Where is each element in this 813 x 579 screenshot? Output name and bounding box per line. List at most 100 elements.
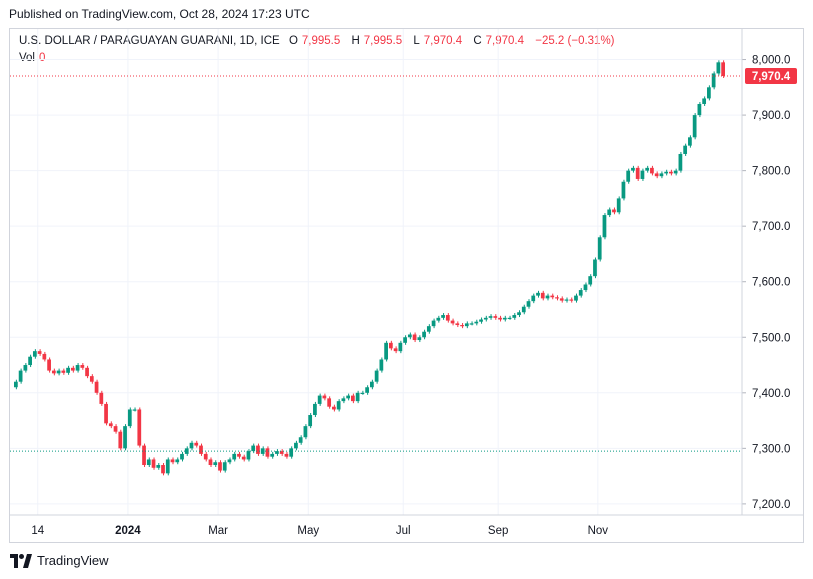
candle [218,462,222,471]
candle [631,167,635,171]
candle [303,426,308,438]
price-tick-label: 7,800.0 [752,166,790,178]
candle [612,209,616,213]
candle [597,237,602,260]
candle [607,209,612,216]
candle [161,465,165,474]
candle [241,456,246,460]
time-tick-label: 2024 [115,525,141,537]
time-tick-label: May [297,525,319,537]
candle [28,356,32,366]
candle [403,337,407,343]
candle [213,462,218,466]
candle [351,395,355,402]
footer-brand[interactable]: TradingView [10,553,109,568]
candle [716,62,721,74]
candle [692,115,697,138]
low-value: 7,970.4 [423,35,463,47]
candle [70,367,75,371]
price-tick-label: 7,500.0 [752,332,790,344]
candle [47,359,51,371]
candle [455,323,460,326]
candle [137,409,142,446]
candle [37,351,42,354]
candle [132,409,137,411]
candle [379,359,384,371]
candle [621,181,626,199]
candle [289,448,294,457]
candle [721,62,725,76]
candle [412,334,417,341]
candle [578,290,583,296]
time-tick-label: Sep [488,525,508,537]
candle [336,401,341,410]
symbol-title[interactable]: U.S. DOLLAR / PARAGUAYAN GUARANI, 1D, IC… [19,35,280,47]
candle [265,448,270,457]
candle [341,398,346,402]
candle [370,381,374,388]
candle [650,167,654,174]
candle [536,292,540,296]
candle [284,453,289,457]
ohlc-values: O 7,995.5 H 7,995.5 L 7,970.4 C 7,970.4 −25.… [289,35,619,47]
candle [279,451,284,454]
candle [104,403,108,424]
candle [445,315,450,321]
candle [89,376,94,382]
change-value: −25.2 (−0.31%) [535,35,615,47]
close-label: C [473,35,482,47]
candle [127,409,132,427]
candle [308,415,313,427]
candle [113,426,118,432]
candle [702,98,707,104]
candle-series [14,60,725,476]
price-tick-label: 8,000.0 [752,55,790,67]
candle [123,426,127,449]
chart-grid [10,29,742,515]
candle [483,317,488,320]
candle [146,459,151,466]
candle [232,453,237,460]
price-tick-label: 7,200.0 [752,499,790,511]
candle [18,370,23,382]
candle [555,297,559,299]
candle [332,406,336,410]
candle [711,73,716,88]
candle [441,315,445,318]
candle [75,365,80,371]
candle [118,431,123,449]
footer-brand-label: TradingView [37,553,109,568]
candle [388,342,393,349]
candle [526,301,531,307]
candle [246,451,251,460]
candle [673,170,678,174]
candle [360,392,365,395]
last-price-badge [745,67,797,84]
candle [80,365,85,368]
candle [170,459,175,463]
candle [327,398,332,407]
candle [208,459,213,466]
candle [384,342,388,360]
candle [355,392,360,402]
candle [697,103,702,116]
candle [32,351,37,357]
last-price-overlay: 7,970.4 [10,67,797,452]
price-tick-label: 7,900.0 [752,110,790,122]
candle [640,170,645,179]
candle [222,462,227,471]
candle [635,167,640,179]
candle [317,395,322,404]
candle [460,325,464,327]
candle [678,153,683,171]
candle [313,403,317,416]
volume-value: 0 [39,52,46,64]
candle [42,353,47,360]
candle [180,453,184,460]
candle [365,387,369,393]
time-tick-label: Mar [208,525,228,537]
candle [550,295,555,298]
candle [422,331,426,338]
candle [564,299,569,301]
